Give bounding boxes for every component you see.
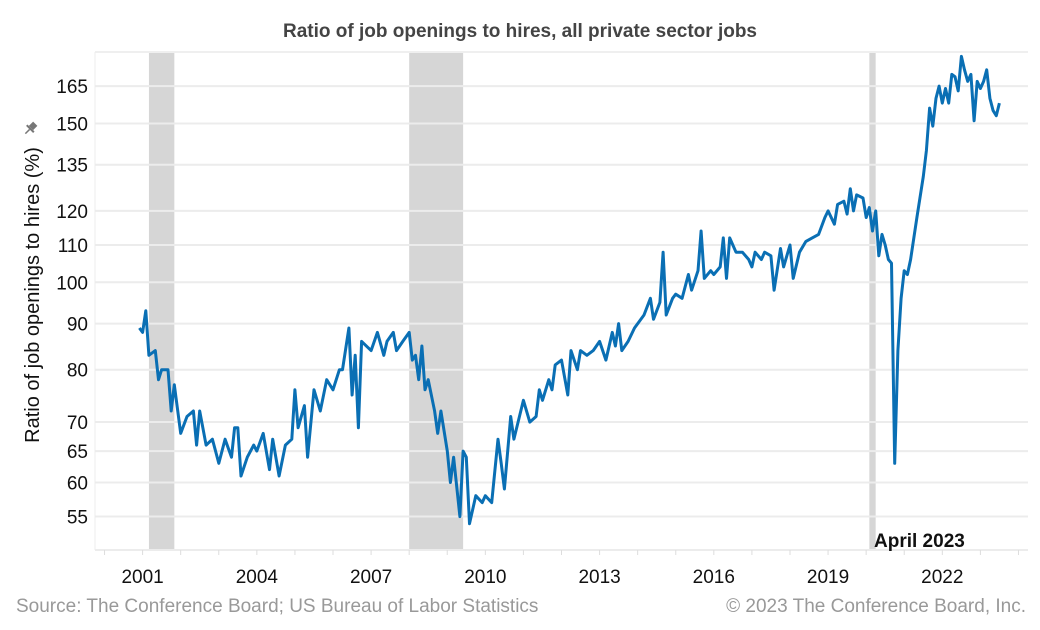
source-note: Source: The Conference Board; US Bureau … <box>16 596 538 617</box>
x-tick-label: 2016 <box>693 567 735 588</box>
y-tick-label: 65 <box>67 442 88 463</box>
x-tick-label: 2004 <box>236 567 279 588</box>
y-tick-label: 135 <box>56 156 88 177</box>
y-tick-label: 80 <box>67 361 88 382</box>
recession-band <box>148 52 175 550</box>
y-tick-label: 60 <box>67 473 88 494</box>
y-tick-label: 120 <box>56 202 88 223</box>
y-tick-label: 150 <box>56 114 88 135</box>
x-tick-label: 2007 <box>350 567 392 588</box>
pin-icon[interactable] <box>22 120 39 137</box>
x-tick-label: 2022 <box>921 567 963 588</box>
y-tick-label: 100 <box>56 273 88 294</box>
y-tick-label: 165 <box>56 77 88 98</box>
y-tick-label: 110 <box>58 236 88 257</box>
annotation-label: April 2023 <box>874 531 965 552</box>
recession-shading <box>148 52 876 550</box>
y-tick-label: 70 <box>67 413 88 434</box>
x-tick-label: 2001 <box>121 567 163 588</box>
gridlines <box>94 51 1028 551</box>
y-axis: 55 60 65 70 80 90 100 110 120 135 150 165 <box>56 77 88 528</box>
series-line <box>138 54 1001 526</box>
x-axis: 2001 2004 2007 2010 2013 2016 2019 2022 <box>104 550 1019 588</box>
recession-band <box>869 52 876 550</box>
x-tick-label: 2010 <box>464 567 506 588</box>
y-axis-label: Ratio of job openings to hires (%) <box>22 147 44 443</box>
copyright-note: © 2023 The Conference Board, Inc. <box>726 596 1026 617</box>
chart-title: Ratio of job openings to hires, all priv… <box>283 21 757 42</box>
y-tick-label: 90 <box>67 315 88 336</box>
y-tick-label: 55 <box>67 508 88 529</box>
x-tick-label: 2013 <box>578 567 620 588</box>
x-tick-label: 2019 <box>807 567 849 588</box>
